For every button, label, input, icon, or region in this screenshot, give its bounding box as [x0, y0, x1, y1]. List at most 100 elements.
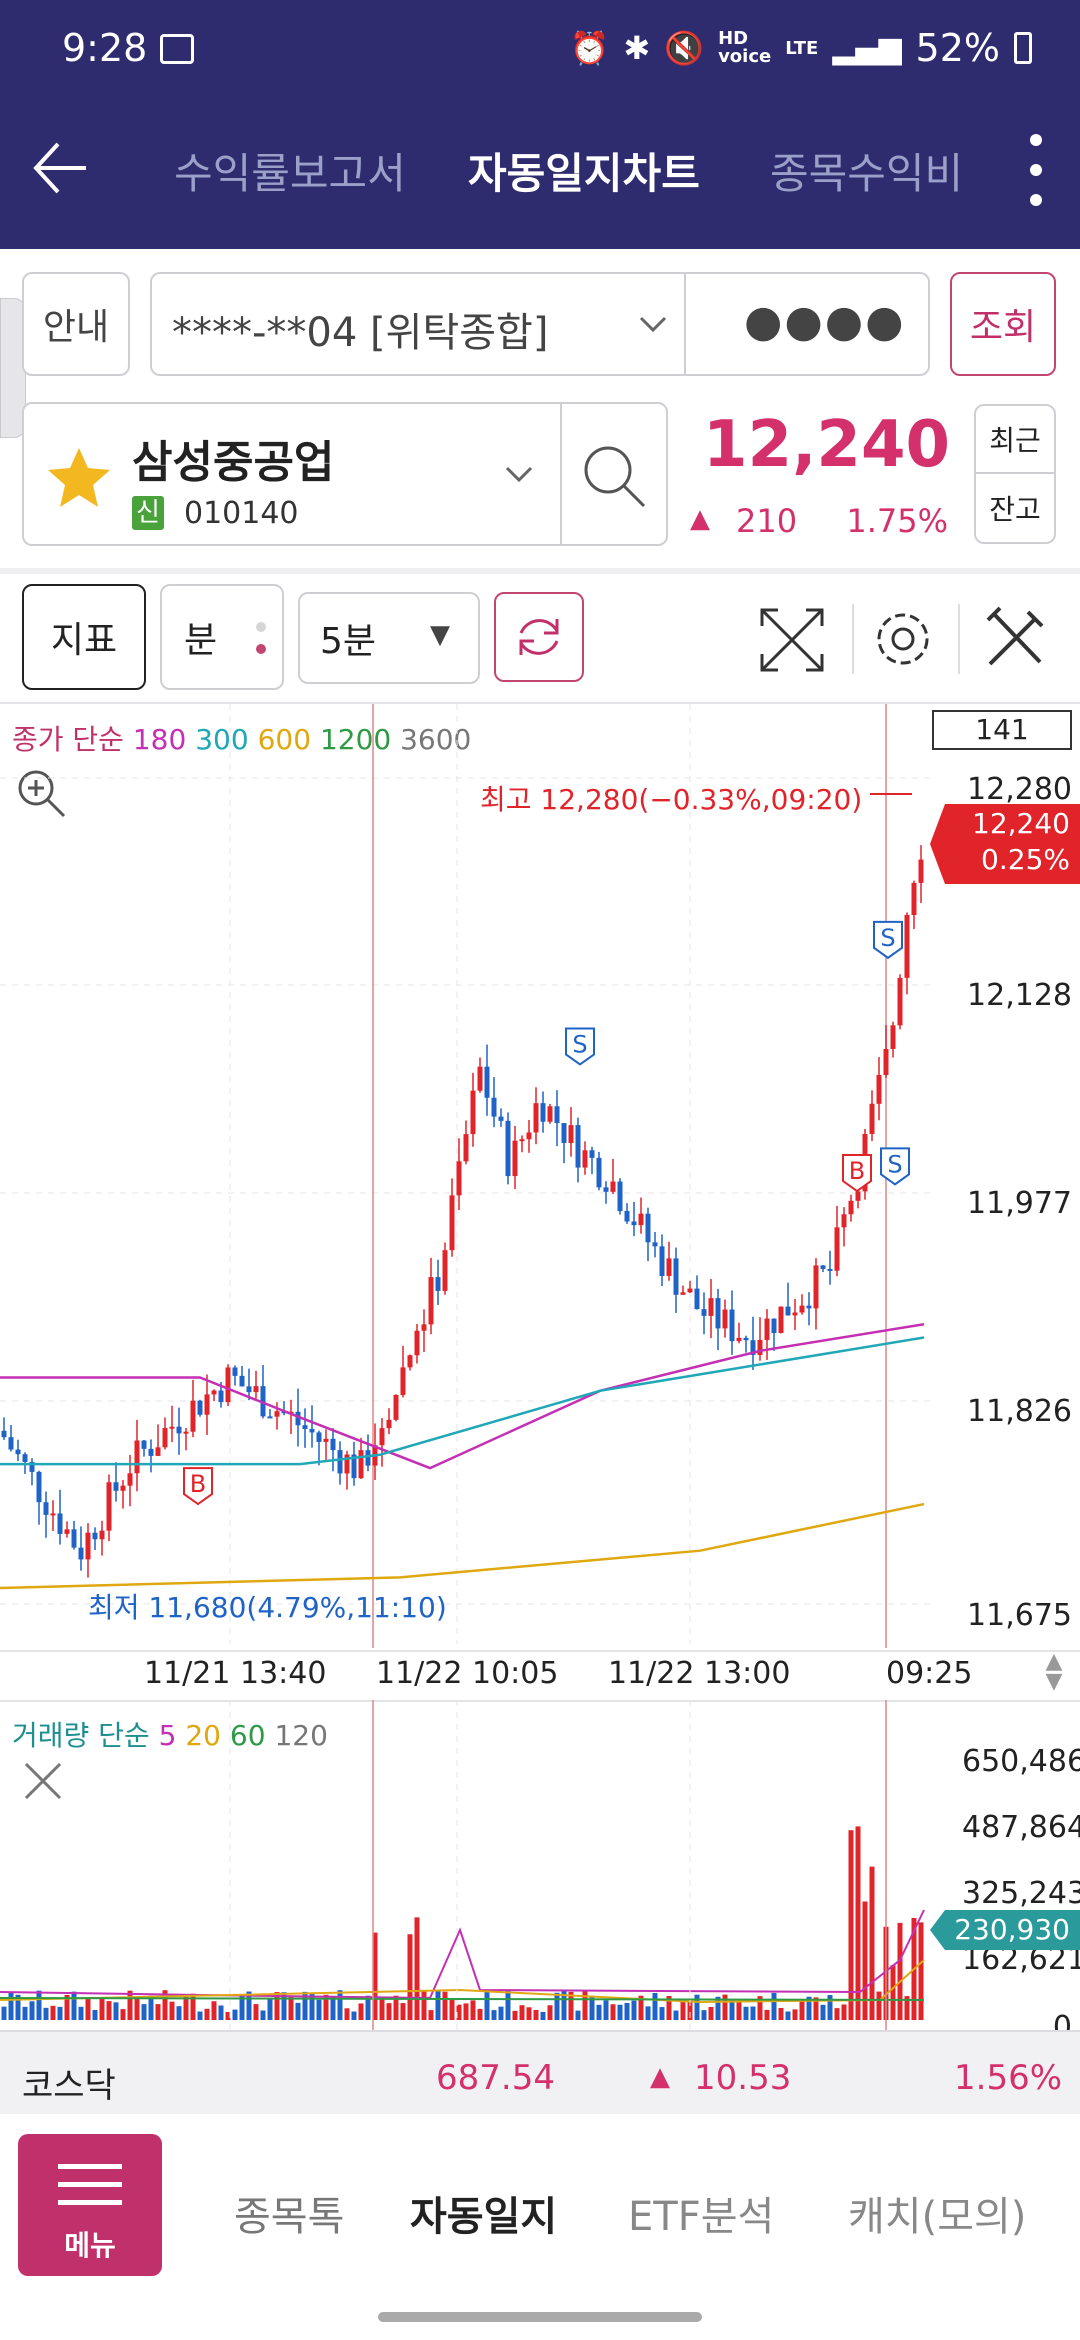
home-indicator: [378, 2312, 702, 2322]
nav-etf-analysis[interactable]: ETF분석: [628, 2194, 775, 2240]
candle-body: [127, 1473, 133, 1486]
password-field[interactable]: ●●●●: [744, 296, 906, 347]
stock-selector[interactable]: 삼성중공업 신 010140: [22, 402, 668, 546]
candle-body: [841, 1214, 847, 1228]
candle-body: [463, 1134, 469, 1162]
volume-bar: [743, 2006, 749, 2020]
volume-bar: [99, 1997, 105, 2020]
candle-body: [498, 1116, 504, 1121]
nav-catch-mock[interactable]: 캐치(모의): [848, 2194, 1027, 2240]
recent-label: 최근: [989, 424, 1041, 457]
balance-label: 잔고: [989, 493, 1041, 526]
tab-stock-return[interactable]: 종목수익비: [770, 149, 964, 198]
volume-bar: [652, 1992, 658, 2020]
candle-body: [302, 1425, 308, 1429]
interval-select[interactable]: 5분 ▼: [298, 592, 480, 684]
favorite-star-icon[interactable]: [46, 446, 112, 508]
search-icon[interactable]: [580, 442, 650, 512]
volume-bar: [757, 1996, 763, 2020]
nav-auto-journal[interactable]: 자동일지: [410, 2194, 558, 2240]
candle-body: [99, 1530, 105, 1540]
volume-bar: [918, 1922, 924, 2020]
volume-tag: 230,930: [930, 1910, 1080, 1950]
volume-bar: [323, 1994, 329, 2020]
nav-stock-talk[interactable]: 종목톡: [234, 2194, 345, 2240]
volume-bar: [617, 2004, 623, 2020]
side-drawer-handle[interactable]: [0, 298, 26, 438]
trade-marker-label: S: [572, 1030, 587, 1058]
zoom-in-icon[interactable]: [14, 766, 70, 822]
volume-bar: [295, 2002, 301, 2020]
volume-bar: [141, 2004, 147, 2020]
volume-bar: [848, 1830, 854, 2020]
candle-body: [869, 1103, 875, 1134]
volume-bar: [463, 2003, 469, 2020]
volume-bar: [624, 2002, 630, 2020]
kosdaq-pct: 1.56%: [954, 2058, 1063, 2098]
guide-label: 안내: [42, 307, 110, 348]
volume-bar: [722, 1994, 728, 2020]
chevron-down-icon: [639, 316, 667, 333]
candle-body: [820, 1265, 826, 1269]
volume-bar: [785, 2011, 791, 2020]
back-arrow-icon[interactable]: [28, 136, 92, 200]
guide-button[interactable]: 안내: [22, 272, 130, 376]
volume-bar: [659, 2007, 665, 2020]
signal-icon: ▂▄▆: [832, 30, 902, 66]
recent-button[interactable]: 최근: [976, 406, 1054, 474]
account-selector[interactable]: ****-**04 [위탁종합] ●●●●: [150, 272, 930, 376]
candle-body: [57, 1513, 63, 1534]
candle-body: [547, 1106, 553, 1122]
trade-marker-label: B: [190, 1470, 206, 1498]
tab-auto-journal-chart[interactable]: 자동일지차트: [468, 149, 700, 198]
refresh-button[interactable]: [494, 592, 584, 682]
close-icon[interactable]: [20, 1758, 66, 1804]
volume-bar: [470, 2000, 476, 2020]
query-button[interactable]: 조회: [950, 272, 1056, 376]
stock-code: 010140: [184, 496, 299, 531]
volume-bar: [169, 2001, 175, 2020]
volume-bar: [715, 1996, 721, 2020]
candle-body: [666, 1258, 672, 1276]
candle-body: [442, 1250, 448, 1291]
volume-bar: [841, 2004, 847, 2020]
volume-bar: [337, 1990, 343, 2020]
candle-body: [71, 1529, 77, 1548]
more-menu-icon[interactable]: [1028, 128, 1044, 218]
volume-bar: [253, 2004, 259, 2020]
volume-bar: [246, 1991, 252, 2020]
refresh-icon: [519, 619, 559, 655]
candle-body: [876, 1075, 882, 1104]
y-tick: 12,128: [967, 978, 1072, 1013]
fullscreen-icon[interactable]: [756, 604, 828, 676]
y-tick: 12,280: [967, 772, 1072, 807]
x-tick: 11/21 13:40: [144, 1656, 327, 1691]
low-annotation: 최저 11,680(4.79%,11:10): [88, 1591, 447, 1624]
volume-bars: [0, 1700, 925, 2030]
volume-bar: [477, 2008, 483, 2020]
new-badge: 신: [132, 496, 164, 530]
candle-body: [106, 1482, 112, 1531]
minute-button[interactable]: 분: [160, 584, 284, 690]
volume-bar: [778, 2007, 784, 2020]
volume-chart[interactable]: 거래량 단순 5 20 60 120 650,486 487,864 325,2…: [0, 1700, 1080, 2045]
balance-button[interactable]: 잔고: [976, 474, 1054, 542]
candle-body: [148, 1448, 154, 1456]
indicator-button[interactable]: 지표: [22, 584, 146, 690]
candle-body: [120, 1485, 126, 1491]
axis-resize-handle[interactable]: ▲ ▼: [1045, 1649, 1063, 1694]
volume-bar: [806, 1996, 812, 2020]
settings-gear-icon[interactable]: [868, 604, 938, 674]
candle-body: [246, 1386, 252, 1393]
tab-return-report[interactable]: 수익률보고서: [174, 149, 406, 198]
vol-ma-20-line: [0, 1959, 925, 2004]
volume-bar: [162, 1990, 168, 2020]
volume-bar: [92, 2010, 98, 2020]
volume-bar: [890, 1965, 896, 2020]
account-number: ****-**04 [위탁종합]: [172, 310, 549, 356]
tools-icon[interactable]: [980, 604, 1050, 674]
current-price-tag: 12,240 0.25%: [930, 804, 1080, 884]
volume-bar: [155, 2004, 161, 2020]
menu-button[interactable]: 메뉴: [18, 2134, 162, 2276]
